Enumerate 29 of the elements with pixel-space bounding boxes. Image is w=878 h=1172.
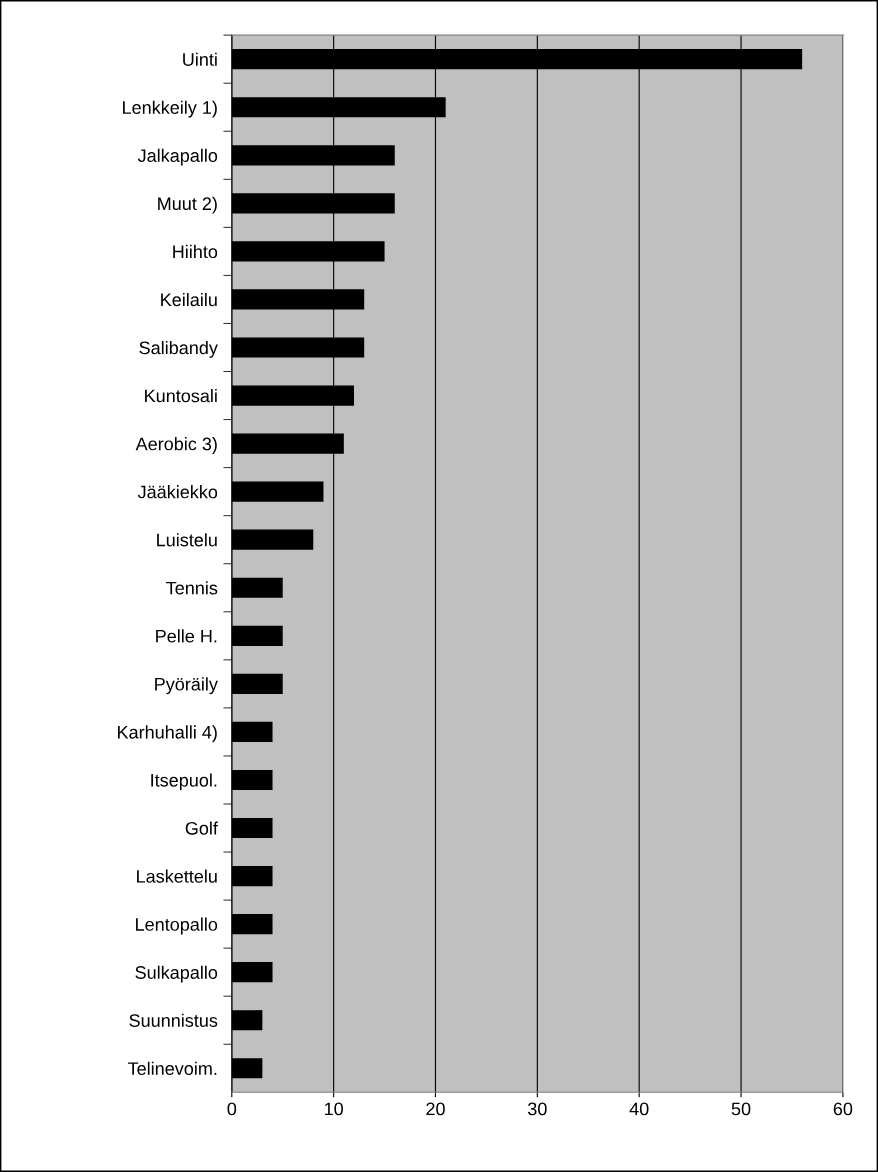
y-tick-label: Laskettelu bbox=[137, 869, 217, 883]
x-tick-label: 30 bbox=[527, 1102, 547, 1116]
y-tick-label: Jalkapallo bbox=[137, 148, 218, 166]
y-tick-label: Jääkiekko bbox=[137, 485, 218, 499]
y-tick-label: Kuntosali bbox=[145, 389, 217, 403]
x-tick-label: 0 bbox=[227, 1102, 237, 1116]
y-tick-label: Telinevoim. bbox=[128, 1061, 217, 1075]
y-tick-label: Pyöräily bbox=[155, 677, 218, 695]
y-tick-label: Sulkapallo bbox=[135, 965, 218, 983]
y-tick-label: Lenkkeily 1) bbox=[123, 100, 217, 118]
y-tick-label: Luistelu bbox=[157, 533, 217, 547]
y-tick-label: Golf bbox=[185, 821, 218, 835]
y-tick-label: Uinti bbox=[183, 52, 217, 66]
y-tick-label: Hiihto bbox=[173, 244, 218, 259]
y-tick-label: Pelle H. bbox=[156, 629, 217, 643]
y-tick-label: Aerobic 3) bbox=[135, 437, 217, 454]
y-tick-label: Keilailu bbox=[161, 292, 217, 307]
x-tick-label: 20 bbox=[426, 1102, 445, 1116]
y-tick-label: Suunnistus bbox=[129, 1013, 218, 1027]
y-tick-label: Lentopallo bbox=[136, 917, 218, 935]
x-tick-label: 60 bbox=[833, 1102, 853, 1116]
x-tick-label: 10 bbox=[324, 1102, 343, 1116]
y-tick-label: Tennis bbox=[166, 581, 218, 595]
y-tick-label: Karhuhalli 4) bbox=[118, 725, 217, 743]
x-tick-label: 40 bbox=[629, 1102, 649, 1116]
y-tick-label: Salibandy bbox=[139, 340, 218, 358]
y-tick-label: Muut 2) bbox=[158, 196, 217, 214]
x-tick-label: 50 bbox=[731, 1102, 751, 1116]
y-tick-label: Itsepuol. bbox=[151, 773, 217, 791]
